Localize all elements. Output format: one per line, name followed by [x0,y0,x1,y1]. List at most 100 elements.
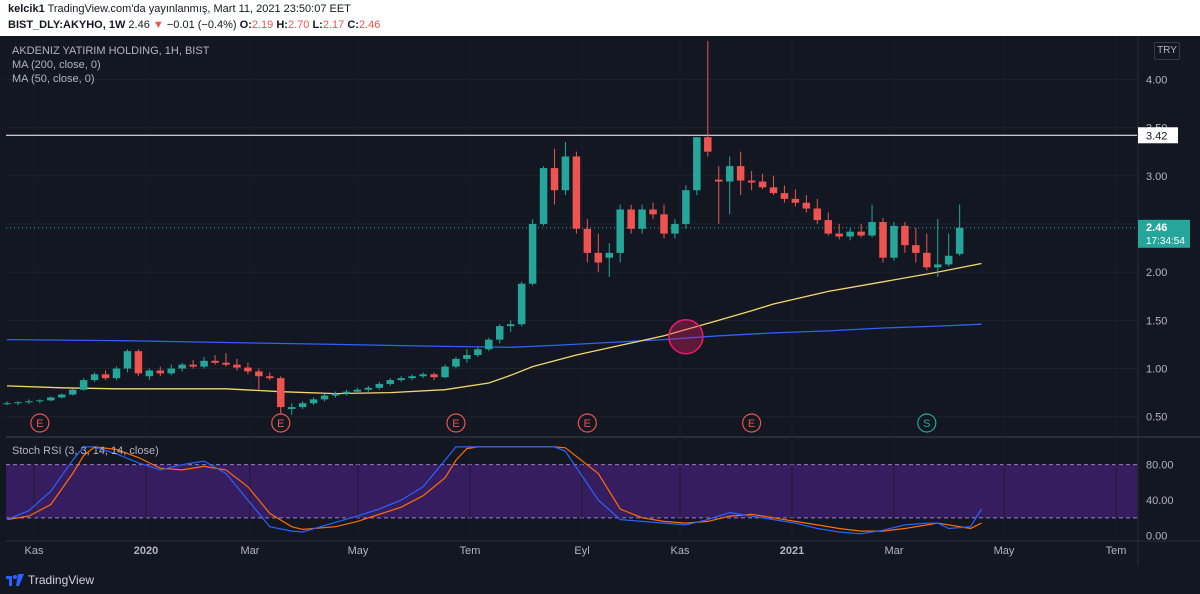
candle-body [868,222,876,236]
candle [353,387,362,394]
candle [298,401,307,410]
candle-body [277,378,285,408]
candle [944,233,953,267]
candle-body [287,407,296,410]
candle-body [189,364,197,367]
open-value: 2.19 [251,19,274,31]
currency-badge[interactable]: TRY [1154,42,1180,60]
stoch-band [6,464,1137,518]
time-tick-label: Tem [1106,545,1127,557]
candle-body [386,380,394,384]
last-price: 2.46 [128,19,150,31]
candle-body [506,324,515,327]
candle-body [123,351,132,369]
candle-body [539,168,548,224]
candle-body [397,378,405,381]
candle [156,366,165,377]
candle [901,222,909,253]
candle [627,204,635,234]
candle-body [813,208,822,221]
candle-body [320,395,329,400]
candle [408,374,416,381]
candle [386,378,394,386]
candle [277,376,285,417]
candle-body [14,402,22,404]
candle-body [682,190,690,224]
candle-body [58,394,66,398]
down-arrow-icon: ▼ [152,19,164,31]
candle-body [496,326,504,340]
candle [890,222,898,261]
candle-body [430,374,438,378]
candle [233,358,241,371]
candle-body [134,351,143,374]
candle-body [944,255,953,265]
tradingview-brand[interactable]: TradingView [28,573,95,587]
candle-body [90,374,99,381]
candle-body [452,358,460,367]
candle-body [244,367,252,372]
stoch-rsi-legend[interactable]: Stoch RSI (3, 3, 14, 14, close) [12,445,159,457]
time-tick-label: Kas [671,545,690,557]
candle [178,362,186,372]
candle-body [101,374,110,379]
candle-body [769,187,778,194]
price-tick-label: 0.50 [1146,412,1167,424]
candle [3,401,11,406]
time-tick-label: 2020 [134,545,158,557]
candle [758,173,767,190]
publisher-name[interactable]: kelcik1 [8,3,45,15]
candle [682,185,690,229]
candle-body [890,225,898,258]
candle [364,385,373,392]
candle-body [353,389,362,392]
candle-body [550,168,559,191]
price-change: −0.01 (−0.4%) [166,19,237,31]
candle [309,397,318,406]
time-tick-label: Mar [241,545,260,557]
candle-body [528,223,537,284]
candle-body [704,137,712,152]
event-marker [917,413,937,433]
candle-body [616,209,624,253]
candle [572,151,581,234]
candle-body [112,368,121,379]
candle [200,356,208,369]
candle [747,170,756,191]
candle-body [671,223,679,234]
candle-body [474,349,482,356]
candle [342,389,351,396]
candle-body [747,180,756,183]
candle-body [485,339,493,350]
candle [923,233,931,271]
last-price-box [1138,219,1190,248]
candle-body [36,400,44,402]
tradingview-logo-icon [6,574,24,586]
time-tick-label: Eyl [574,545,589,557]
candle [649,202,657,220]
candle [397,376,405,383]
candle [693,137,701,196]
candle [955,204,964,256]
last-price-label: 2.46 [1146,222,1167,234]
footer: TradingView [0,566,1200,594]
candle [715,166,723,224]
event-marker [30,413,50,433]
candle [638,204,646,234]
candle-body [178,364,186,369]
candle-body [791,198,800,203]
candle-body [835,233,843,237]
ma50-line [6,262,982,395]
price-tick-label: 2.00 [1146,267,1167,279]
candle-body [441,366,449,378]
price-tick-label: 1.50 [1146,315,1167,327]
candle-body [758,181,767,188]
symbol-label: BIST_DLY:AKYHO, 1W [8,19,126,31]
ma50-legend[interactable]: MA (50, close, 0) [12,73,95,85]
candle [266,372,274,381]
candle [244,362,252,375]
candle [145,368,154,381]
ma200-legend[interactable]: MA (200, close, 0) [12,59,101,71]
candle-body [200,360,208,367]
